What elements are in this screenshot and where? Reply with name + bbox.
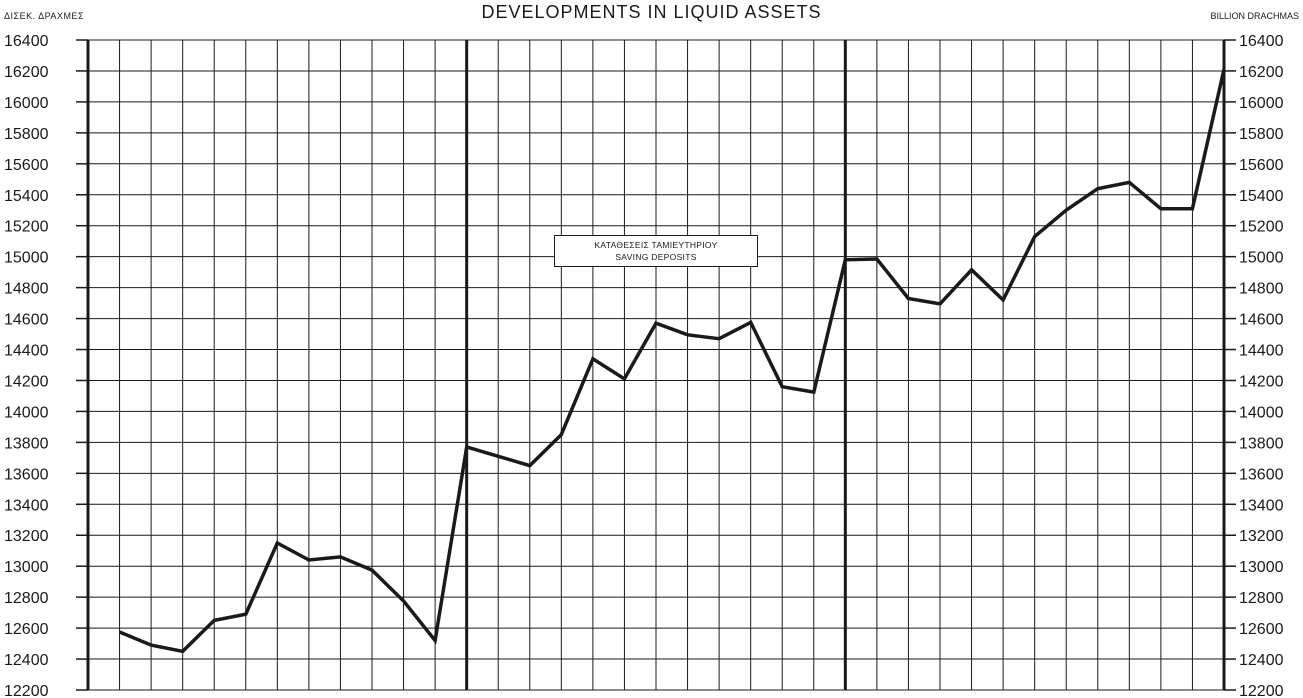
axes [76, 39, 1236, 691]
unit-label-english: BILLION DRACHMAS [1210, 11, 1299, 21]
y-tick-label-right: 14800 [1239, 281, 1284, 298]
y-tick-label-right: 16000 [1239, 95, 1284, 112]
y-tick-label-left: 16000 [4, 95, 49, 112]
y-tick-label-right: 16200 [1239, 64, 1284, 81]
y-tick-label-left: 15600 [4, 157, 49, 174]
y-tick-label-right: 14600 [1239, 312, 1284, 329]
y-tick-label-right: 13600 [1239, 466, 1284, 483]
y-tick-label-left: 14400 [4, 343, 49, 360]
y-tick-label-left: 15000 [4, 250, 49, 267]
series-line [118, 69, 1226, 654]
y-tick-label-left: 12200 [4, 683, 49, 698]
y-tick-label-left: 14800 [4, 281, 49, 298]
y-tick-label-right: 13800 [1239, 435, 1284, 452]
y-tick-label-left: 16400 [4, 33, 49, 50]
y-tick-label-left: 16200 [4, 64, 49, 81]
y-tick-label-right: 16400 [1239, 33, 1284, 50]
y-tick-label-right: 15600 [1239, 157, 1284, 174]
y-tick-label-left: 15800 [4, 126, 49, 143]
series-layer [118, 69, 1226, 654]
y-tick-label-left: 13000 [4, 559, 49, 576]
y-tick-label-left: 13200 [4, 528, 49, 545]
y-tick-label-left: 15200 [4, 219, 49, 236]
y-tick-label-left: 14600 [4, 312, 49, 329]
y-tick-label-right: 12600 [1239, 621, 1284, 638]
y-tick-label-left: 14000 [4, 404, 49, 421]
y-tick-label-right: 15800 [1239, 126, 1284, 143]
y-tick-label-right: 14000 [1239, 404, 1284, 421]
annotation-greek: ΚΑΤΑΘΕΣΕΙΣ ΤΑΜΙΕΥΤΗΡΙΟΥ [594, 240, 718, 250]
y-tick-label-right: 12800 [1239, 590, 1284, 607]
y-tick-label-left: 12400 [4, 652, 49, 669]
y-tick-label-right: 14400 [1239, 343, 1284, 360]
unit-label-greek: ΔΙΣΕΚ. ΔΡΑΧΜΕΣ [4, 11, 85, 21]
y-tick-label-right: 12400 [1239, 652, 1284, 669]
y-tick-label-left: 13800 [4, 435, 49, 452]
y-tick-label-right: 13400 [1239, 497, 1284, 514]
y-tick-label-left: 13400 [4, 497, 49, 514]
y-tick-label-left: 12800 [4, 590, 49, 607]
y-tick-label-left: 12600 [4, 621, 49, 638]
chart-title: DEVELOPMENTS IN LIQUID ASSETS [481, 2, 822, 22]
y-tick-label-right: 13000 [1239, 559, 1284, 576]
y-tick-label-right: 13200 [1239, 528, 1284, 545]
y-tick-label-left: 15400 [4, 188, 49, 205]
y-tick-label-left: 13600 [4, 466, 49, 483]
annotation-english: SAVING DEPOSITS [615, 252, 697, 262]
y-tick-label-right: 15400 [1239, 188, 1284, 205]
y-tick-label-left: 14200 [4, 373, 49, 390]
y-tick-label-right: 15000 [1239, 250, 1284, 267]
grid-lines [88, 39, 1224, 691]
series-annotation: ΚΑΤΑΘΕΣΕΙΣ ΤΑΜΙΕΥΤΗΡΙΟΥ SAVING DEPOSITS [554, 235, 758, 267]
y-tick-label-right: 14200 [1239, 373, 1284, 390]
y-tick-label-right: 12200 [1239, 683, 1284, 698]
y-tick-labels: 12200 12200 12400 12400 12600 12600 12800 12800… [4, 33, 1284, 698]
y-tick-label-right: 15200 [1239, 219, 1284, 236]
